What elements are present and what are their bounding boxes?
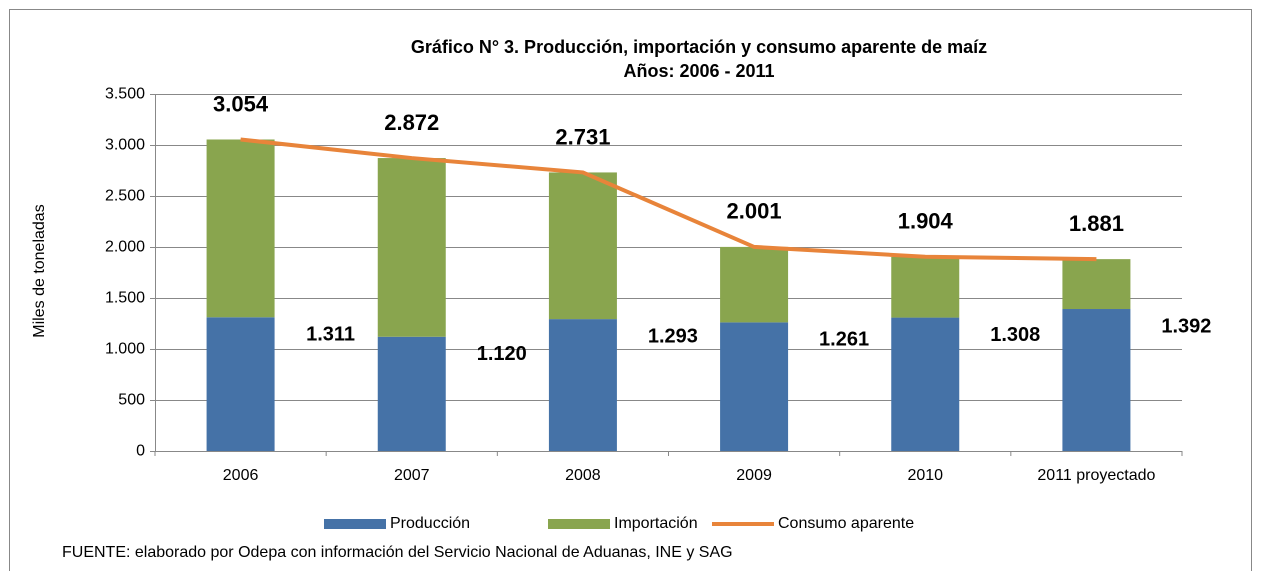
legend-swatch: [548, 519, 610, 529]
value-label: 2.001: [727, 199, 782, 224]
value-label: 3.054: [213, 91, 269, 116]
bar: [206, 139, 275, 318]
x-tick-label: 2010: [907, 467, 943, 484]
chart-title: Gráfico N° 3. Producción, importación y …: [411, 37, 987, 57]
bar: [720, 246, 789, 323]
y-axis-label: Miles de toneladas: [31, 204, 48, 337]
bar: [548, 319, 617, 451]
y-tick-label: 1.500: [105, 290, 145, 307]
value-label: 1.311: [306, 324, 355, 346]
bar: [377, 158, 446, 337]
legend-label: Importación: [614, 515, 698, 532]
legend-swatch: [324, 519, 386, 529]
y-tick-label: 0: [136, 443, 145, 460]
bar: [1062, 259, 1131, 310]
source-note: FUENTE: elaborado por Odepa con informac…: [62, 544, 733, 561]
x-tick-label: 2007: [394, 467, 430, 484]
chart-frame: [9, 9, 1252, 571]
value-label: 1.261: [819, 329, 869, 351]
y-tick-label: 500: [118, 392, 145, 409]
x-tick-label: 2008: [565, 467, 601, 484]
bar: [720, 322, 789, 451]
value-label: 1.392: [1161, 315, 1211, 337]
bar: [1062, 309, 1131, 451]
value-label: 2.872: [384, 110, 439, 135]
value-label: 1.293: [648, 325, 698, 347]
x-tick-label: 2011 proyectado: [1037, 467, 1155, 484]
line: [240, 137, 1097, 262]
value-label: 1.881: [1069, 211, 1124, 236]
bar: [377, 336, 446, 451]
y-tick-label: 1.000: [105, 341, 145, 358]
x-tick-label: 2009: [736, 467, 772, 484]
bar: [891, 317, 960, 451]
y-tick-label: 2.000: [105, 239, 145, 256]
value-label: 1.120: [477, 343, 527, 365]
chart-subtitle: Años: 2006 - 2011: [623, 61, 774, 81]
value-label: 2.731: [555, 124, 610, 149]
y-tick-label: 3.500: [105, 86, 145, 103]
legend-label: Consumo aparente: [778, 515, 914, 532]
bar: [891, 256, 960, 318]
legend-label: Producción: [390, 515, 470, 532]
bar: [548, 172, 617, 320]
bar: [206, 317, 275, 451]
value-label: 1.904: [898, 209, 954, 234]
x-tick-label: 2006: [223, 467, 259, 484]
value-label: 1.308: [990, 324, 1040, 346]
y-tick-label: 2.500: [105, 188, 145, 205]
y-tick-label: 3.000: [105, 137, 145, 154]
